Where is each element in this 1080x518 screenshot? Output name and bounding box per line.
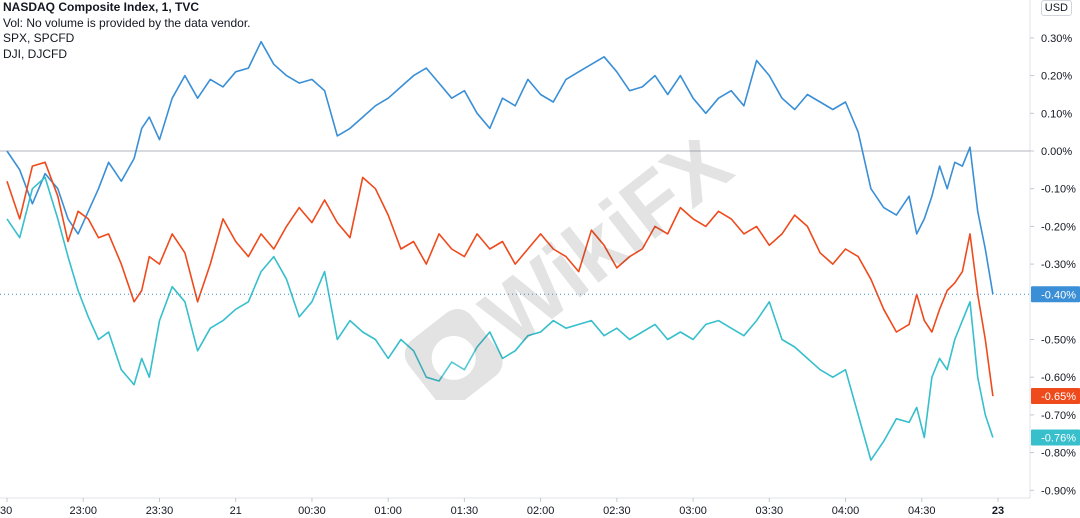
x-tick-label: 01:00 [374,505,402,517]
legend-volume-note: Vol: No volume is provided by the data v… [3,15,251,30]
y-tick-label: 0.20% [1041,71,1072,83]
last-value-text-dji: -0.76% [1041,433,1076,445]
x-tick-label: 23:00 [69,505,97,517]
y-axis[interactable]: 0.30% 0.20% 0.10% 0.00% -0.10% -0.20% -0.30% -0… [1030,33,1076,497]
y-tick-label: -0.30% [1041,259,1076,271]
last-value-text-ndx: -0.40% [1041,289,1076,301]
last-value-text-spx: -0.65% [1041,391,1076,403]
y-tick-label: -0.60% [1041,372,1076,384]
x-tick-label: 03:30 [756,505,784,517]
y-tick-label: 0.00% [1041,146,1072,158]
x-tick-label: 03:00 [679,505,707,517]
y-tick-label: -0.10% [1041,184,1076,196]
last-value-labels: -0.40% -0.65% -0.76% [0,286,1080,446]
series-line-ndx [6,40,994,295]
legend-series-spx[interactable]: SPX, SPCFD [3,31,75,45]
x-tick-label: 23:30 [146,505,174,517]
last-value-label-spx: -0.65% [1031,388,1080,405]
gridlines [0,0,1031,499]
chart-legend: NASDAQ Composite Index, 1, TVC Vol: No v… [3,0,250,62]
y-tick-label: -0.80% [1041,448,1076,460]
x-tick-label: 01:30 [451,505,479,517]
x-tick-label: 04:00 [832,505,860,517]
x-tick-label: 02:00 [527,505,555,517]
x-tick-label: 21 [230,505,242,517]
currency-button[interactable]: USD [1040,0,1072,16]
x-tick-label: 23 [992,505,1004,517]
last-value-label-ndx: -0.40% [1031,286,1080,303]
series-line-dji [6,176,994,461]
series-line-spx [6,161,994,397]
x-tick-label: 02:30 [603,505,631,517]
y-tick-label: -0.50% [1041,335,1076,347]
x-axis[interactable]: 30 23:00 23:30 21 00:30 01:00 01:30 02:00 02:30 0… [0,498,1004,517]
y-tick-label: 0.30% [1041,33,1072,45]
series-lines [6,40,994,461]
last-value-label-dji: -0.76% [1031,429,1080,446]
y-tick-label: 0.10% [1041,108,1072,120]
legend-series-dji[interactable]: DJI, DJCFD [3,46,67,61]
x-tick-label: 30 [0,505,12,517]
y-tick-label: -0.70% [1041,410,1076,422]
x-tick-label: 04:30 [908,505,936,517]
y-tick-label: -0.20% [1041,221,1076,233]
y-tick-label: -0.90% [1041,485,1076,497]
legend-title: NASDAQ Composite Index, 1, TVC [3,0,200,14]
x-tick-label: 00:30 [298,505,326,517]
